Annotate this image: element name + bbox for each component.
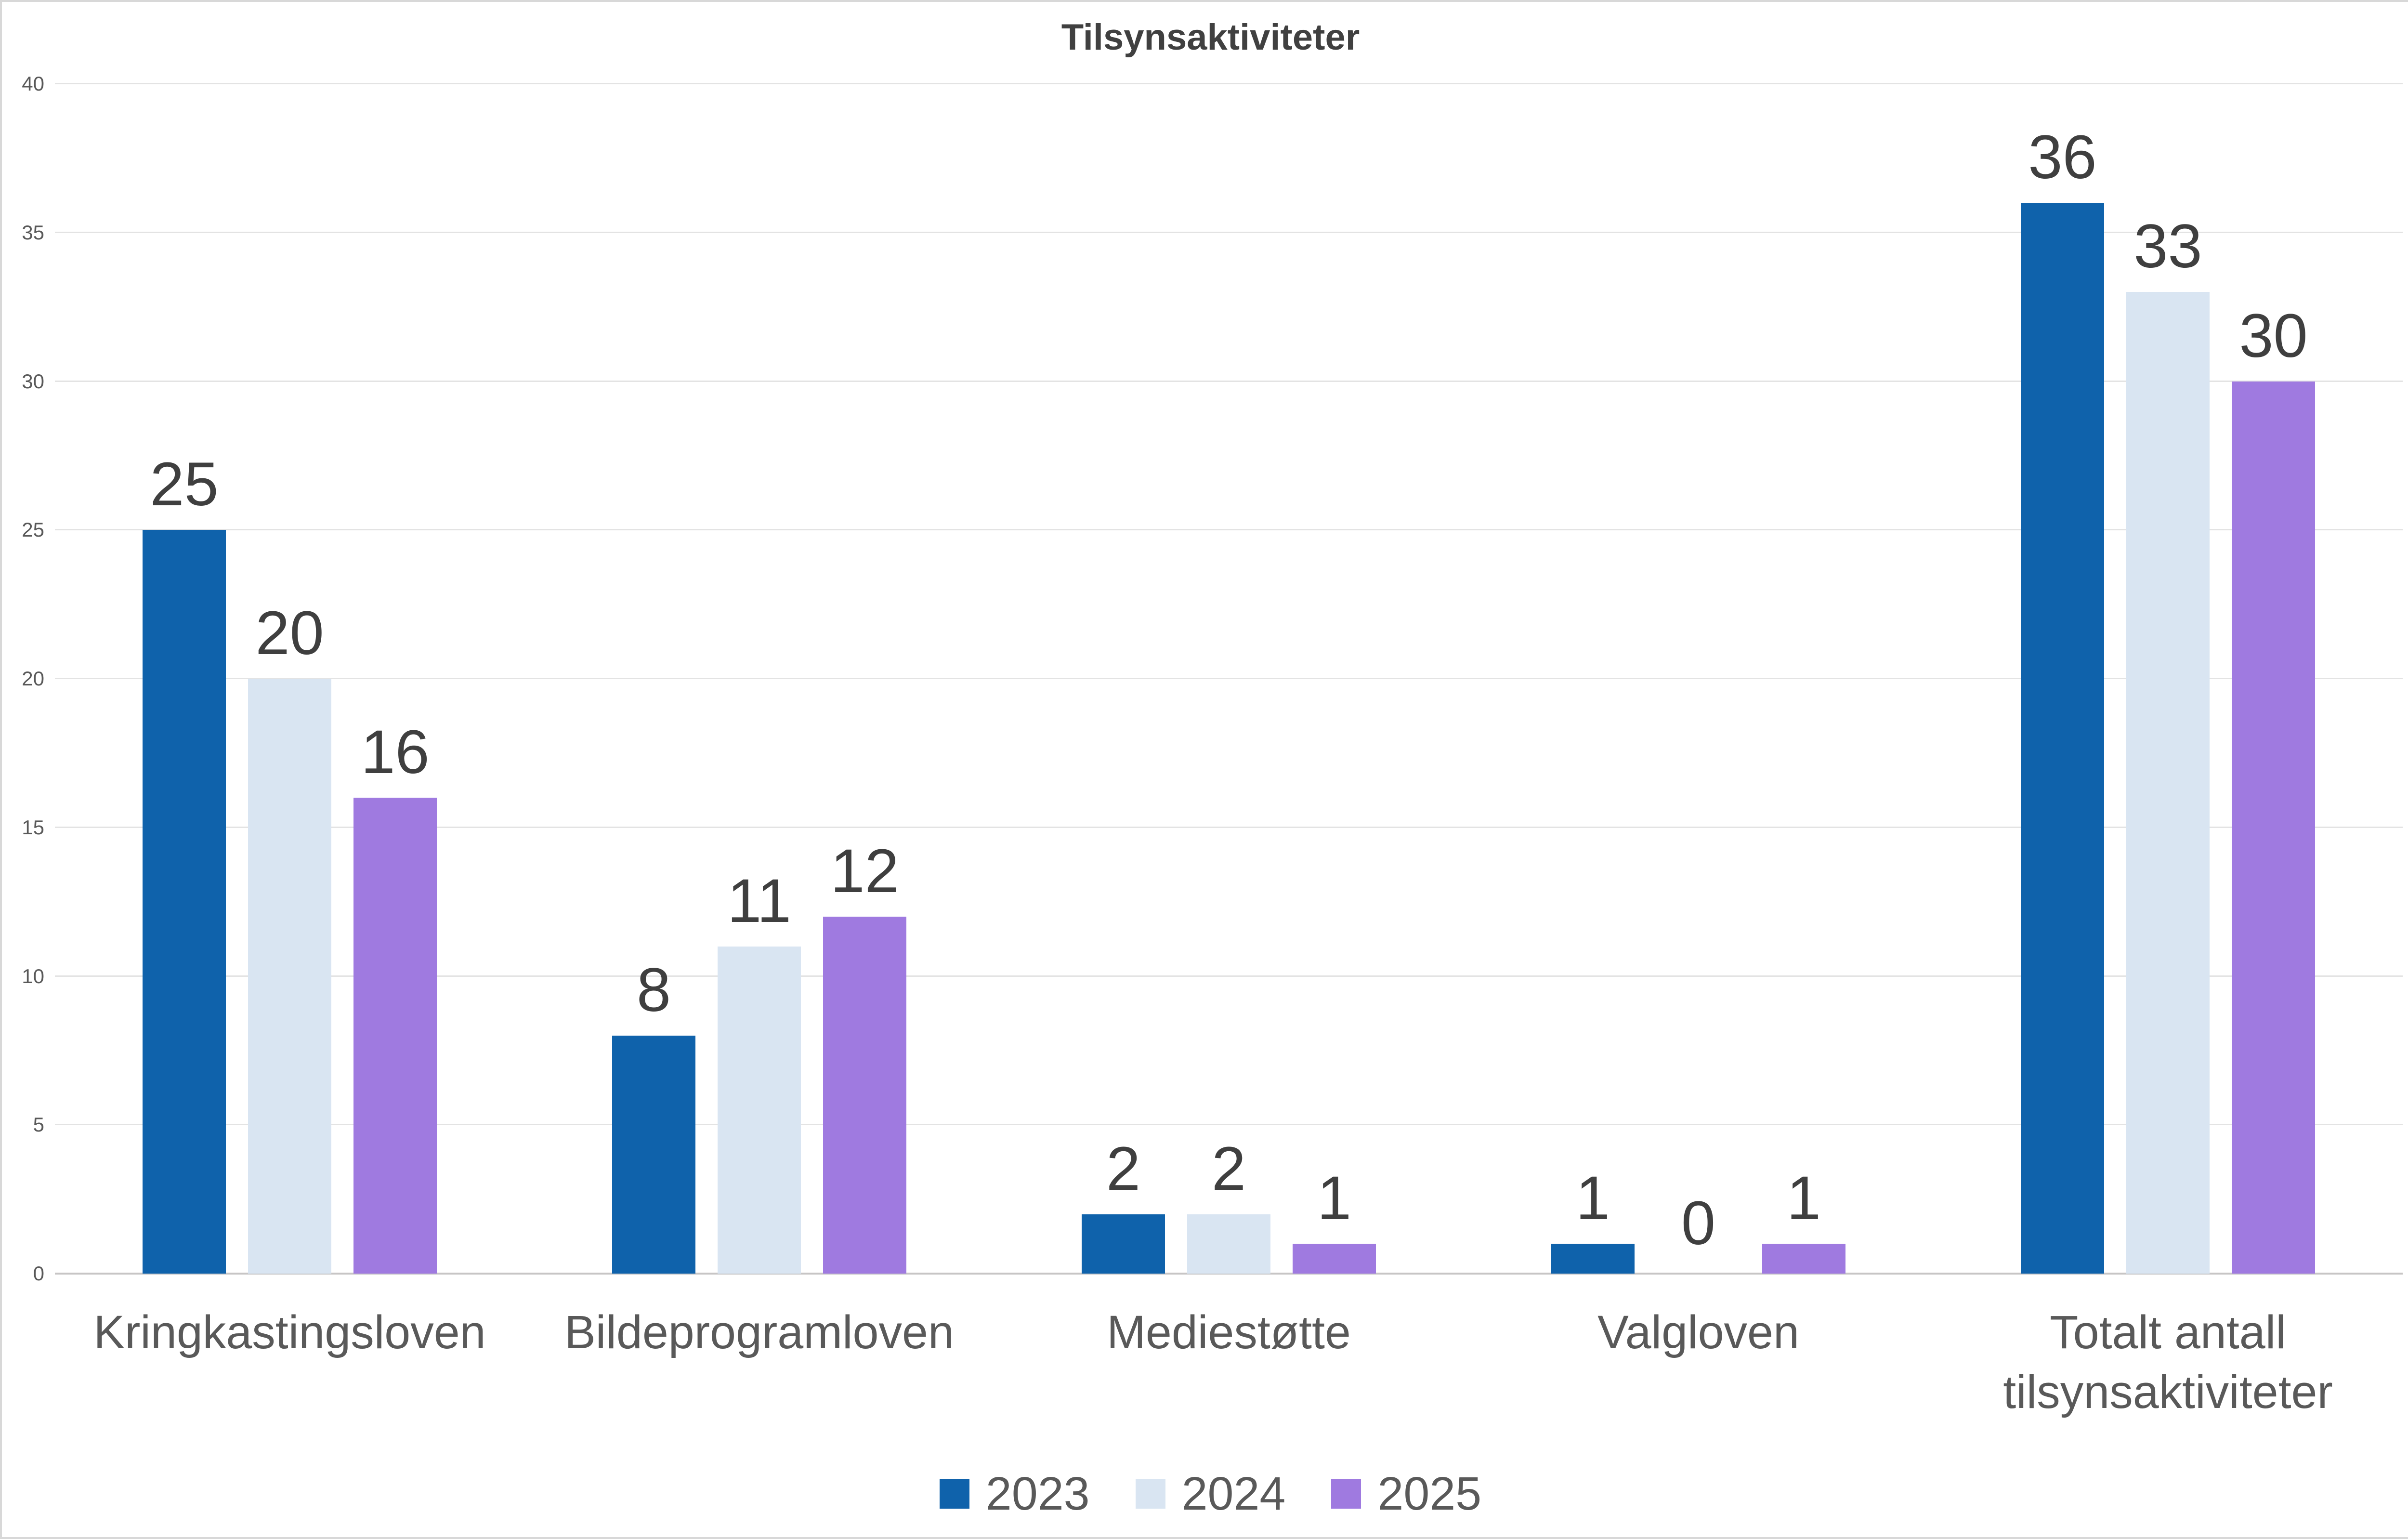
category-label: Kringkastingsloven xyxy=(93,1306,486,1358)
bar-2024-Kringkastingsloven xyxy=(248,679,331,1274)
bar-group: 2 2 1 xyxy=(994,84,1464,1274)
gridline xyxy=(55,83,2403,84)
y-tick-label: 10 xyxy=(22,964,44,987)
bar-group: 25 20 16 xyxy=(55,84,524,1274)
gridline xyxy=(55,975,2403,977)
gridline xyxy=(55,529,2403,531)
y-tick-label: 30 xyxy=(22,369,44,393)
legend-swatch-2023 xyxy=(939,1478,969,1509)
bar-value-label: 25 xyxy=(150,450,219,519)
bar-2025-Mediestøtte xyxy=(1293,1244,1376,1274)
bar-2024-Totalt antall tilsynsaktiviteter xyxy=(2126,292,2210,1274)
chart-title: Tilsynsaktiviteter xyxy=(1061,17,1360,58)
bar-2024-Mediestøtte xyxy=(1187,1214,1270,1274)
bar-2024-Bildeprogramloven xyxy=(718,946,801,1274)
plot-area: 0 5 10 15 20 25 30 35 40 25 20 16 8 11 12 2 2 1 1 0 1 36 33 30 xyxy=(22,74,2403,1284)
y-tick-label: 0 xyxy=(33,1262,44,1285)
y-tick-label: 5 xyxy=(33,1113,44,1136)
y-tick-label: 20 xyxy=(22,667,44,690)
bar-2025-Kringkastingsloven xyxy=(353,798,437,1274)
legend-swatch-2024 xyxy=(1135,1478,1165,1509)
legend-label: 2025 xyxy=(1377,1467,1482,1520)
bar-value-label: 20 xyxy=(255,599,324,668)
bar-value-label: 1 xyxy=(1786,1164,1821,1233)
bar-group: 1 0 1 xyxy=(1464,84,1933,1274)
y-tick-label: 35 xyxy=(22,221,44,244)
x-axis-line xyxy=(55,1273,2403,1275)
legend-swatch-2025 xyxy=(1331,1478,1361,1509)
bar-value-label: 8 xyxy=(636,956,671,1025)
gridline xyxy=(55,231,2403,233)
bar-2023-Totalt antall tilsynsaktiviteter xyxy=(2021,203,2104,1274)
bar-value-label: 11 xyxy=(727,866,791,935)
bar-2023-Kringkastingsloven xyxy=(143,530,226,1274)
bar-2023-Mediestøtte xyxy=(1082,1214,1165,1274)
y-tick-label: 25 xyxy=(22,518,44,541)
category-label: Totalt antall tilsynsaktiviteter xyxy=(2003,1306,2333,1419)
category-label: Valgloven xyxy=(1597,1306,1799,1358)
bar-value-label: 1 xyxy=(1575,1164,1610,1233)
gridline xyxy=(55,678,2403,679)
bar-value-label: 36 xyxy=(2028,123,2097,192)
legend-label: 2023 xyxy=(985,1467,1090,1520)
bar-value-label: 2 xyxy=(1211,1134,1246,1203)
legend-label: 2024 xyxy=(1181,1467,1286,1520)
legend-item-2024: 2024 xyxy=(1135,1467,1286,1520)
bar-value-label: 16 xyxy=(361,718,430,787)
bar-2025-Totalt antall tilsynsaktiviteter xyxy=(2232,381,2315,1274)
category-label: Bildeprogramloven xyxy=(564,1306,954,1358)
bar-value-label: 0 xyxy=(1681,1189,1716,1258)
y-tick-label: 15 xyxy=(22,816,44,839)
gridline xyxy=(55,1124,2403,1126)
legend-item-2025: 2025 xyxy=(1331,1470,1481,1517)
category-label: Mediestøtte xyxy=(1107,1306,1351,1358)
bar-group: 8 11 12 xyxy=(524,84,994,1274)
bar-group: 36 33 30 xyxy=(1933,84,2403,1274)
gridline xyxy=(55,380,2403,382)
bar-value-label: 30 xyxy=(2239,301,2308,370)
bar-2025-Bildeprogramloven xyxy=(823,917,906,1274)
gridline xyxy=(55,826,2403,828)
y-tick-label: 40 xyxy=(22,72,44,95)
bar-value-label: 2 xyxy=(1106,1134,1141,1203)
bar-2023-Valgloven xyxy=(1551,1244,1635,1274)
bar-2025-Valgloven xyxy=(1762,1244,1845,1274)
bar-value-label: 12 xyxy=(830,837,899,906)
bar-2023-Bildeprogramloven xyxy=(612,1036,695,1274)
legend: 2023 2024 2025 xyxy=(2,1470,2408,1517)
bar-value-label: 1 xyxy=(1317,1164,1352,1233)
legend-item-2023: 2023 xyxy=(939,1467,1090,1520)
bar-value-label: 33 xyxy=(2133,212,2202,281)
